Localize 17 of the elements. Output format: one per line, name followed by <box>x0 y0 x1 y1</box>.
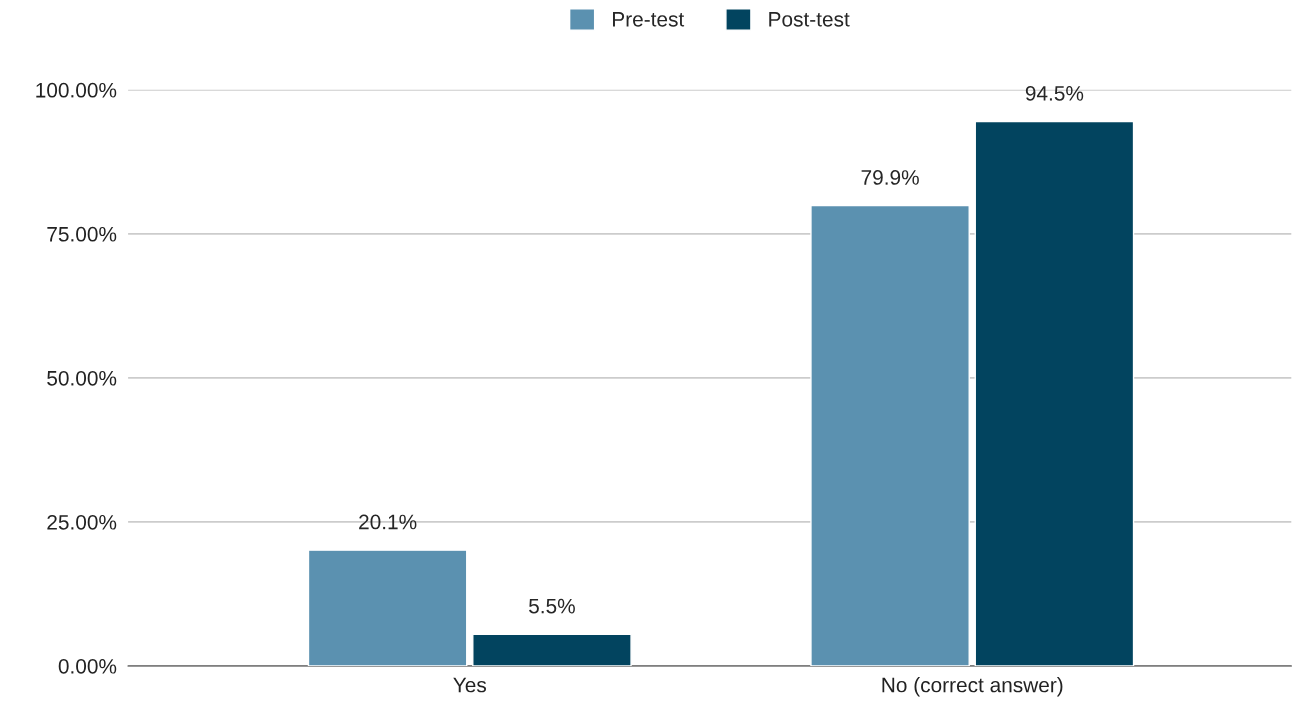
bar <box>810 204 970 666</box>
y-tick-label: 25.00% <box>47 514 117 530</box>
y-tick-label: 0.00% <box>58 658 117 674</box>
x-tick-label: No (correct answer) <box>882 677 1063 697</box>
data-label: 20.1% <box>359 514 417 530</box>
bar <box>472 633 632 666</box>
legend-label: Post-test <box>769 12 850 27</box>
legend-label: Pre-test <box>613 12 685 27</box>
bar <box>307 549 468 666</box>
y-tick-label: 75.00% <box>47 226 117 242</box>
bar <box>974 120 1135 666</box>
x-tick-label: Yes <box>453 677 487 693</box>
y-tick-label: 50.00% <box>47 370 117 386</box>
data-label: 94.5% <box>1025 85 1084 101</box>
data-label: 5.5% <box>529 598 575 614</box>
y-tick-label: 100.00% <box>36 82 117 98</box>
data-label: 79.9% <box>861 170 919 185</box>
